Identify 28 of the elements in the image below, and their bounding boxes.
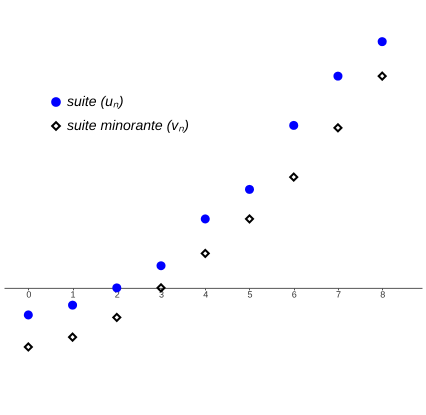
point <box>200 214 210 224</box>
point <box>156 261 166 270</box>
point <box>112 312 122 322</box>
x-tick-label: 3 <box>159 289 164 300</box>
point <box>244 184 254 194</box>
x-tick-label: 0 <box>26 289 32 300</box>
x-tick-label: 5 <box>247 289 252 300</box>
x-tick-label: 7 <box>336 289 341 300</box>
point <box>333 72 342 81</box>
point <box>378 72 387 81</box>
x-tick-label: 4 <box>203 289 208 300</box>
x-tick-label: 1 <box>70 289 76 300</box>
point <box>378 37 387 46</box>
point <box>156 283 166 292</box>
point <box>24 342 33 352</box>
legend-label: suite (uₙ) <box>67 93 124 109</box>
point <box>289 172 298 182</box>
point <box>244 214 254 224</box>
point <box>333 123 342 132</box>
point <box>112 283 122 292</box>
point <box>200 248 210 258</box>
point <box>289 120 298 130</box>
x-tick-label: 8 <box>380 289 386 300</box>
point <box>68 332 78 342</box>
point <box>24 310 33 320</box>
x-tick-label: 6 <box>292 289 297 300</box>
legend-label: suite minorante (vₙ) <box>67 117 189 133</box>
point <box>68 300 78 310</box>
